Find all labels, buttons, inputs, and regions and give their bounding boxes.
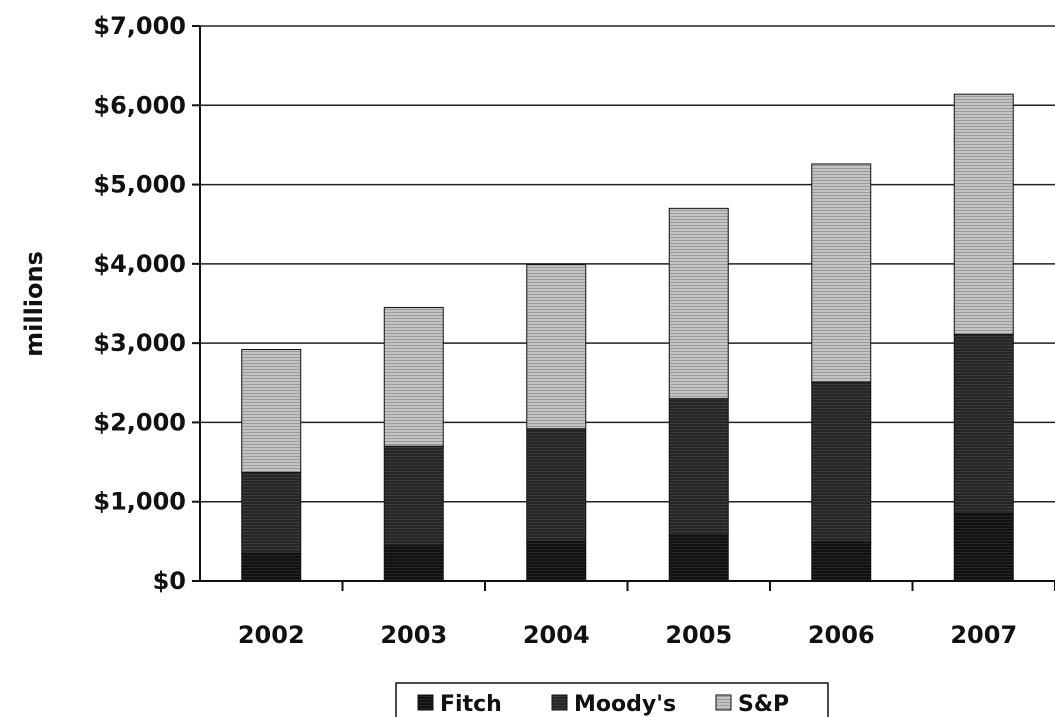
bar-sp-2006 <box>811 163 872 383</box>
bar-fitch-2007 <box>953 513 1014 582</box>
legend-label: Fitch <box>440 692 502 717</box>
y-tick-labels: $0 $1,000 $2,000 $3,000 $4,000 $5,000 $6,000 $7… <box>93 12 186 595</box>
bar-sp-2002 <box>241 348 302 473</box>
x-tick-label: 2007 <box>950 621 1017 649</box>
y-tick-label: $7,000 <box>93 12 186 40</box>
bar-fitch-2005 <box>668 534 729 582</box>
y-tick-label: $0 <box>153 567 186 595</box>
x-tick-label: 2006 <box>808 621 875 649</box>
legend-swatch <box>417 694 434 711</box>
axes <box>192 25 1055 591</box>
bar-sp-2003 <box>383 306 444 447</box>
legend-box <box>395 682 829 717</box>
bar-moodys-2002 <box>241 471 302 554</box>
bars <box>241 93 1014 582</box>
y-tick-label: $6,000 <box>93 91 186 119</box>
bar-moodys-2007 <box>953 333 1014 515</box>
x-tick-label: 2005 <box>665 621 732 649</box>
bar-fitch-2004 <box>526 540 587 582</box>
gridlines <box>200 25 1055 503</box>
bar-moodys-2003 <box>383 445 444 546</box>
y-tick-label: $4,000 <box>93 250 186 278</box>
bar-sp-2007 <box>953 93 1014 335</box>
bar-moodys-2005 <box>668 398 729 536</box>
bar-fitch-2002 <box>241 552 302 582</box>
legend-label: Moody's <box>574 692 676 717</box>
y-tick-label: $2,000 <box>93 408 186 436</box>
bar-fitch-2006 <box>811 541 872 582</box>
y-axis-title: millions <box>20 251 48 357</box>
bar-moodys-2006 <box>811 381 872 543</box>
legend-swatch <box>715 694 732 711</box>
x-tick-label: 2003 <box>380 621 447 649</box>
bar-sp-2004 <box>526 264 587 430</box>
y-tick-label: $1,000 <box>93 488 186 516</box>
x-tick-labels: 2002 2003 2004 2005 2006 2007 <box>238 621 1017 649</box>
x-tick-label: 2002 <box>238 621 305 649</box>
bar-fitch-2003 <box>383 544 444 582</box>
legend: Fitch Moody's S&P <box>395 682 829 717</box>
bar-sp-2005 <box>668 207 729 400</box>
x-tick-label: 2004 <box>523 621 590 649</box>
bar-moodys-2004 <box>526 428 587 542</box>
y-tick-label: $5,000 <box>93 171 186 199</box>
legend-swatch <box>551 694 568 711</box>
y-tick-label: $3,000 <box>93 329 186 357</box>
legend-label: S&P <box>738 692 789 717</box>
